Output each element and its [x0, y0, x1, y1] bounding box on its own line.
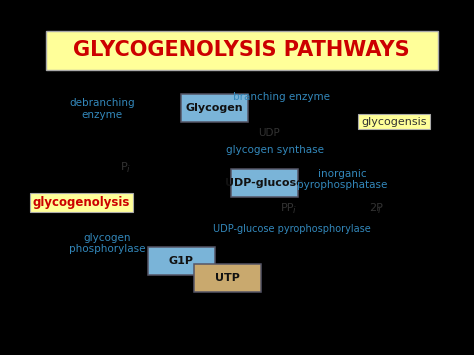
Text: i: i — [127, 165, 129, 174]
Text: P: P — [121, 162, 128, 172]
Text: UDP-glucose pyrophosphorylase: UDP-glucose pyrophosphorylase — [213, 224, 371, 234]
FancyBboxPatch shape — [148, 247, 215, 275]
Text: glycogensis: glycogensis — [361, 117, 427, 127]
Text: glycogen synthase: glycogen synthase — [226, 145, 324, 155]
Text: inorganic
pyrophosphatase: inorganic pyrophosphatase — [297, 169, 387, 190]
Text: branching enzyme: branching enzyme — [233, 92, 330, 102]
Text: G1P: G1P — [169, 256, 194, 266]
Text: Glycogen: Glycogen — [186, 103, 244, 113]
Text: UDP: UDP — [258, 128, 280, 138]
Text: i: i — [377, 206, 380, 215]
Text: glycogenolysis: glycogenolysis — [32, 196, 130, 209]
Text: ▪: ▪ — [403, 109, 410, 119]
Text: 2P: 2P — [369, 203, 383, 213]
Text: PP: PP — [282, 203, 295, 213]
FancyBboxPatch shape — [231, 169, 298, 197]
Text: UDP-glucose: UDP-glucose — [225, 178, 304, 187]
Text: debranching
enzyme: debranching enzyme — [69, 98, 135, 120]
Text: i: i — [292, 206, 295, 215]
FancyBboxPatch shape — [194, 264, 261, 292]
Text: GLYCOGENOLYSIS PATHWAYS: GLYCOGENOLYSIS PATHWAYS — [73, 40, 410, 60]
FancyBboxPatch shape — [181, 94, 248, 122]
Text: UTP: UTP — [215, 273, 239, 283]
Text: glycogen
phosphorylase: glycogen phosphorylase — [69, 233, 146, 254]
FancyBboxPatch shape — [46, 31, 438, 70]
